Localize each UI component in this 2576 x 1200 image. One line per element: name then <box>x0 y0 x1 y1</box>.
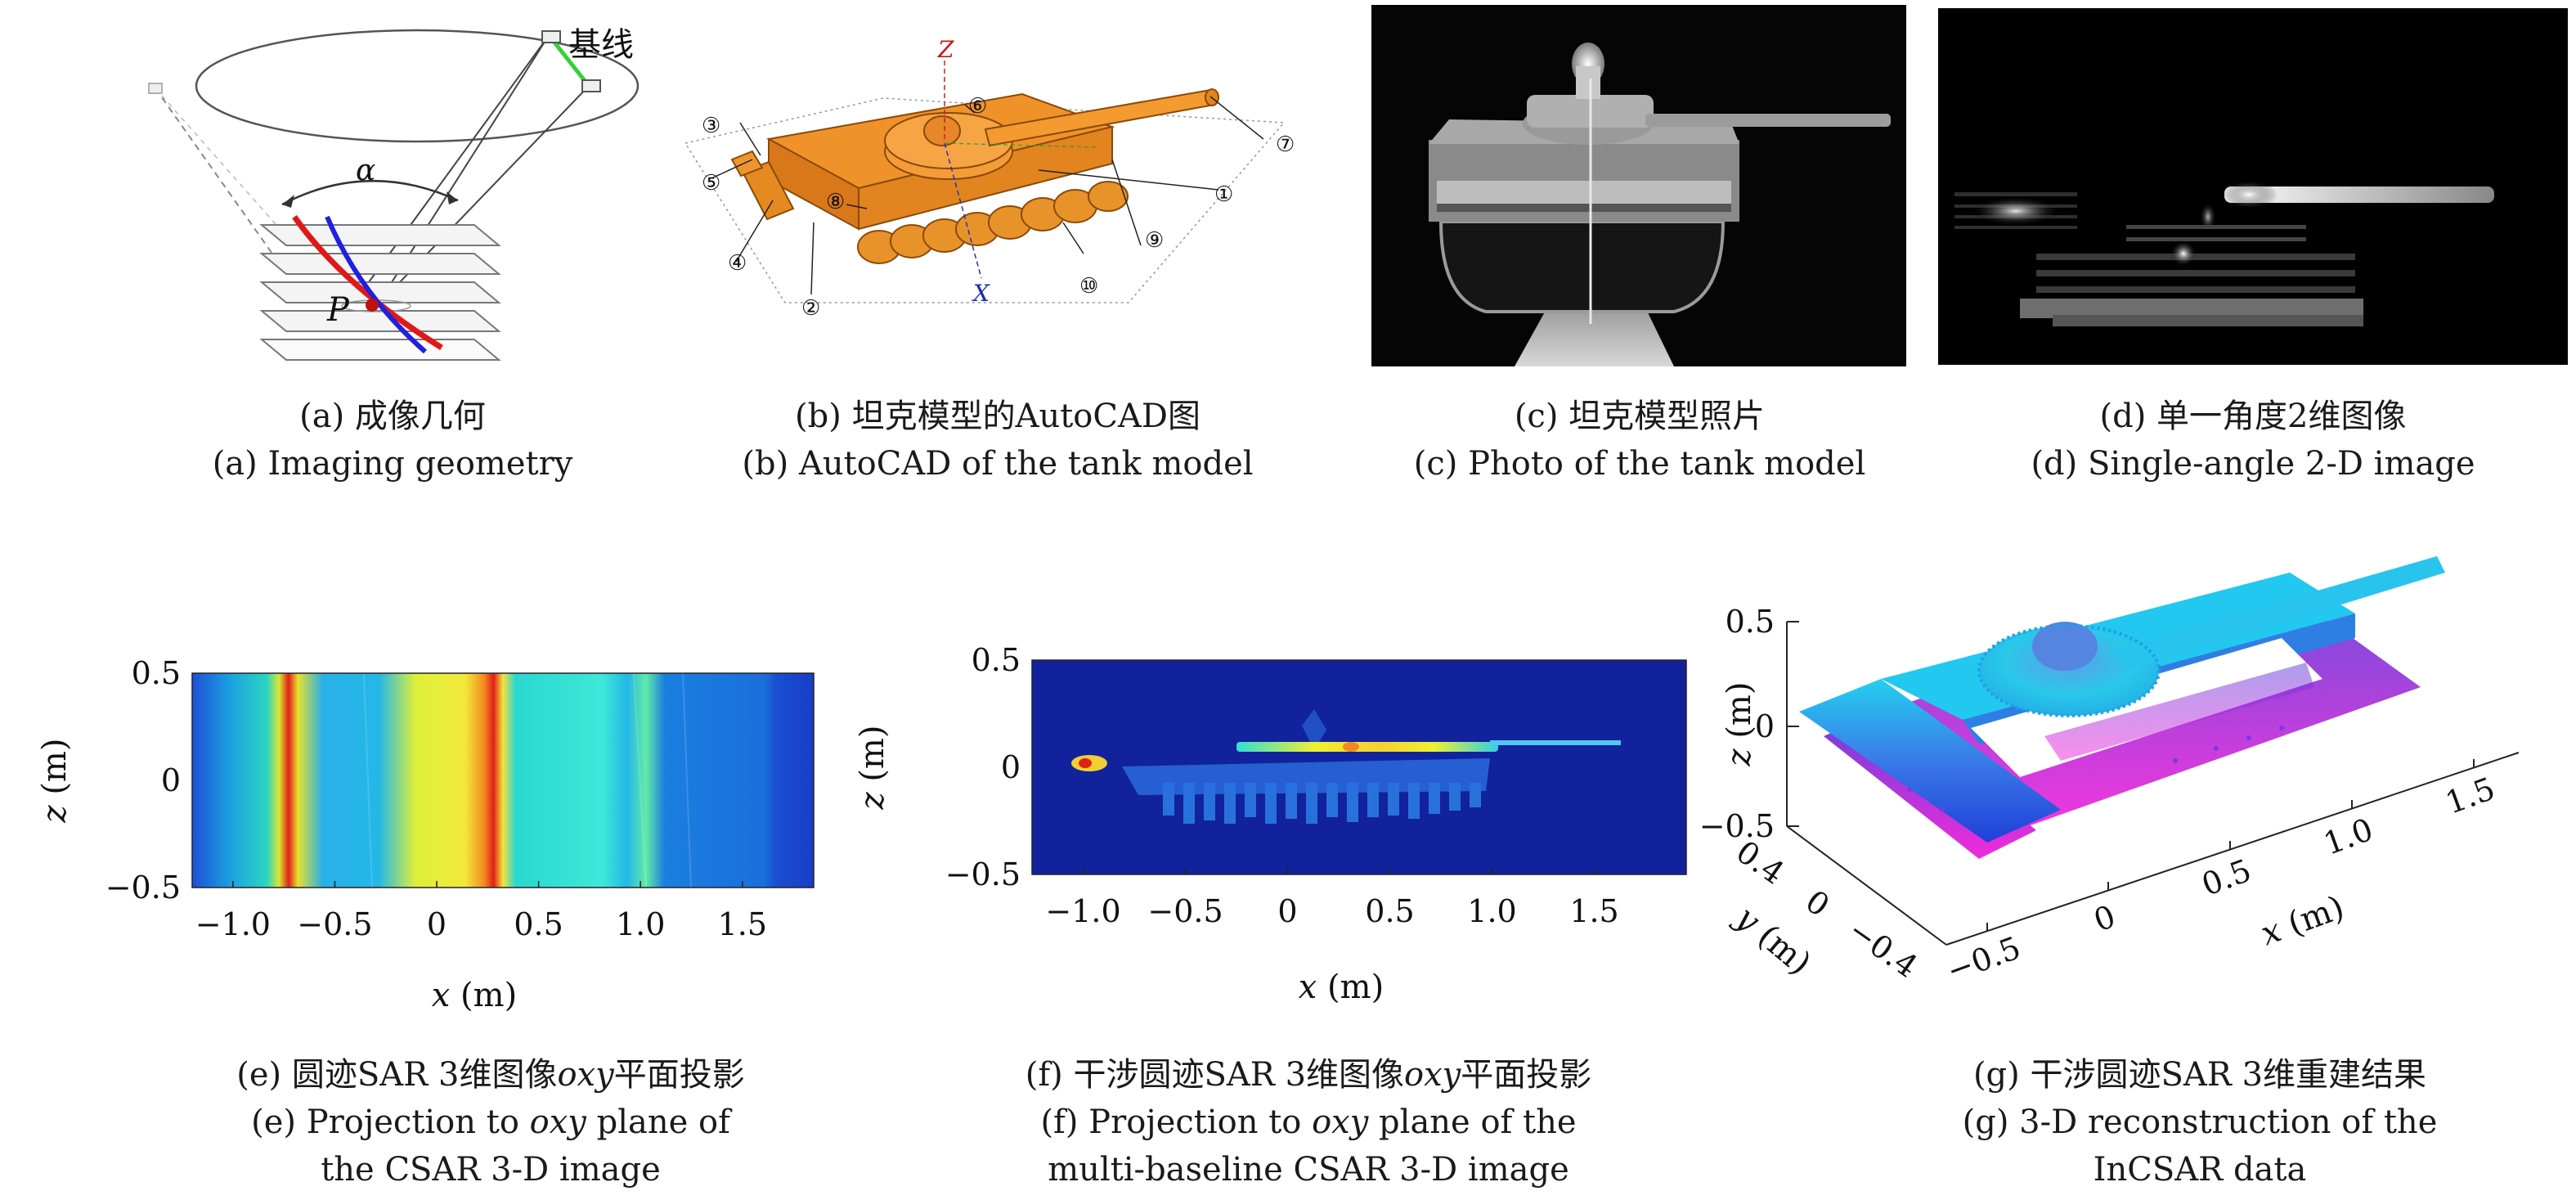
callout-8: ⑧ <box>826 190 845 214</box>
ticks-f: −1.0 −0.5 0 0.5 1.0 1.5 0.5 0 −0.5 <box>945 642 1619 929</box>
xtick-label: 1.5 <box>718 906 767 942</box>
panel-g-3d-reconstruction: 0.5 0 −0.5 z (m) <box>1699 548 2568 1006</box>
caption-g: (g) 干涉圆迹SAR 3维重建结果 (g) 3-D reconstructio… <box>1873 1051 2527 1193</box>
ytick-label: 0.5 <box>132 655 181 691</box>
xtick-label: −1.0 <box>195 906 271 942</box>
ylabel-f: z (m) <box>854 726 891 811</box>
panel-b-autocad-tank: Z X ① ② ③ ④ ⑤ ⑥ ⑦ ⑧ ⑨ ⑩ <box>671 33 1325 360</box>
alpha-label: α <box>356 154 375 187</box>
callout-4: ④ <box>728 251 747 276</box>
xlabel-e: x (m) <box>432 977 517 1014</box>
caption-g-en-2: InCSAR data <box>2093 1151 2307 1189</box>
axis-z-label: Z <box>937 36 954 63</box>
callout-6: ⑥ <box>968 94 987 119</box>
caption-e: (e) 圆迹SAR 3维图像oxy平面投影 (e) Projection to … <box>164 1051 818 1193</box>
callout-2: ② <box>801 296 820 321</box>
callout-10: ⑩ <box>1079 274 1098 299</box>
ytick-g-2: 0 <box>1799 883 1836 924</box>
caption-g-cn: (g) 干涉圆迹SAR 3维重建结果 <box>1972 1056 2427 1094</box>
imaging-geometry-diagram: 基线 α P <box>148 26 640 361</box>
panel-d-single-angle-image <box>1938 8 2568 365</box>
ylabel-e: z (m) <box>36 739 74 824</box>
ytick-label: −0.5 <box>105 870 181 906</box>
caption-d-cn: (d) 单一角度2维图像 <box>2099 398 2407 435</box>
caption-a-cn: (a) 成像几何 <box>299 398 486 435</box>
xtick-g-3: 0.5 <box>2197 852 2256 903</box>
caption-b-cn: (b) 坦克模型的AutoCAD图 <box>795 398 1200 435</box>
xtick-label: −1.0 <box>1045 893 1120 929</box>
caption-b-en: (b) AutoCAD of the tank model <box>742 445 1254 483</box>
caption-e-en-1: (e) Projection to oxy plane of <box>251 1103 730 1141</box>
ytick-label: 0.5 <box>972 642 1021 678</box>
caption-c-cn: (c) 坦克模型照片 <box>1514 398 1766 435</box>
callout-3: ③ <box>702 114 720 138</box>
caption-f: (f) 干涉圆迹SAR 3维图像oxy平面投影 (f) Projection t… <box>965 1051 1652 1193</box>
ytick-label: 0 <box>161 762 181 798</box>
caption-d-en: (d) Single-angle 2-D image <box>2031 445 2475 483</box>
ytick-label: −0.5 <box>945 856 1021 892</box>
xtick-label: 0.5 <box>1365 893 1414 929</box>
caption-f-cn: (f) 干涉圆迹SAR 3维图像oxy平面投影 <box>1025 1056 1592 1094</box>
xtick-g-2: 0 <box>2089 898 2120 939</box>
tank-photo <box>1371 5 1906 366</box>
caption-g-en-1: (g) 3-D reconstruction of the <box>1962 1103 2438 1141</box>
callout-9: ⑨ <box>1145 228 1164 253</box>
xtick-g-1: −0.5 <box>1942 929 2026 989</box>
autocad-tank-drawing: Z X ① ② ③ ④ ⑤ ⑥ ⑦ ⑧ ⑨ ⑩ <box>684 36 1295 321</box>
caption-f-en-2: multi-baseline CSAR 3-D image <box>1048 1151 1569 1189</box>
ztick-g-2: 0 <box>1755 708 1775 744</box>
ticks-e: −1.0 −0.5 0 0.5 1.0 1.5 0.5 0 −0.5 <box>105 655 767 942</box>
caption-f-en-1: (f) Projection to oxy plane of the <box>1040 1103 1577 1141</box>
ztick-g-1: 0.5 <box>1726 604 1775 640</box>
callout-7: ⑦ <box>1276 133 1295 157</box>
point-cloud <box>1799 556 2445 859</box>
baseline-label: 基线 <box>568 26 634 64</box>
heatmap-e <box>192 673 814 888</box>
caption-b: (b) 坦克模型的AutoCAD图 (b) AutoCAD of the tan… <box>679 393 1317 488</box>
chart-f: −1.0 −0.5 0 0.5 1.0 1.5 0.5 0 −0.5 x (m) z (m) <box>854 642 1687 1006</box>
xtick-label: −0.5 <box>1147 893 1223 929</box>
callout-1: ① <box>1214 182 1233 207</box>
xlabel-f: x (m) <box>1299 969 1384 1006</box>
caption-e-en-2: the CSAR 3-D image <box>321 1151 661 1189</box>
panel-c-photo <box>1371 5 1906 366</box>
ytick-g-3: −0.4 <box>1842 912 1924 985</box>
axis-x-label: X <box>972 280 990 307</box>
xtick-label: 1.5 <box>1569 893 1618 929</box>
caption-c: (c) 坦克模型照片 (c) Photo of the tank model <box>1390 393 1889 488</box>
xtick-label: 0 <box>427 906 447 942</box>
panel-f-incsar-projection: −1.0 −0.5 0 0.5 1.0 1.5 0.5 0 −0.5 x (m) z (m) <box>850 638 1701 1031</box>
xtick-label: 0 <box>1277 893 1297 929</box>
chart-e: −1.0 −0.5 0 0.5 1.0 1.5 0.5 0 −0.5 x (m) z (m) <box>36 655 815 1014</box>
zlabel-g: z (m) <box>1721 682 1758 767</box>
ytick-label: 0 <box>1001 749 1021 785</box>
xtick-g-5: 1.5 <box>2441 771 2500 821</box>
caption-d: (d) 单一角度2维图像 (d) Single-angle 2-D image <box>1963 393 2543 488</box>
point-p-label: P <box>326 291 350 329</box>
ztick-g-3: −0.5 <box>1699 808 1775 844</box>
xtick-label: −0.5 <box>297 906 372 942</box>
panel-e-csar-projection: −1.0 −0.5 0 0.5 1.0 1.5 0.5 0 −0.5 x (m) z (m) <box>16 638 834 1031</box>
callout-5: ⑤ <box>702 171 720 196</box>
caption-a: (a) 成像几何 (a) Imaging geometry <box>147 393 638 488</box>
xtick-g-4: 1.0 <box>2319 811 2378 862</box>
panel-a-imaging-geometry: 基线 α P <box>131 16 654 368</box>
xtick-label: 0.5 <box>514 906 563 942</box>
caption-c-en: (c) Photo of the tank model <box>1413 445 1866 483</box>
single-angle-sar-image <box>1938 8 2568 365</box>
xtick-label: 1.0 <box>1467 893 1516 929</box>
xtick-label: 1.0 <box>616 906 665 942</box>
chart-g: 0.5 0 −0.5 z (m) <box>1699 556 2520 989</box>
caption-a-en: (a) Imaging geometry <box>212 445 573 483</box>
caption-e-cn: (e) 圆迹SAR 3维图像oxy平面投影 <box>236 1056 745 1094</box>
xlabel-g: x (m) <box>2256 888 2349 953</box>
